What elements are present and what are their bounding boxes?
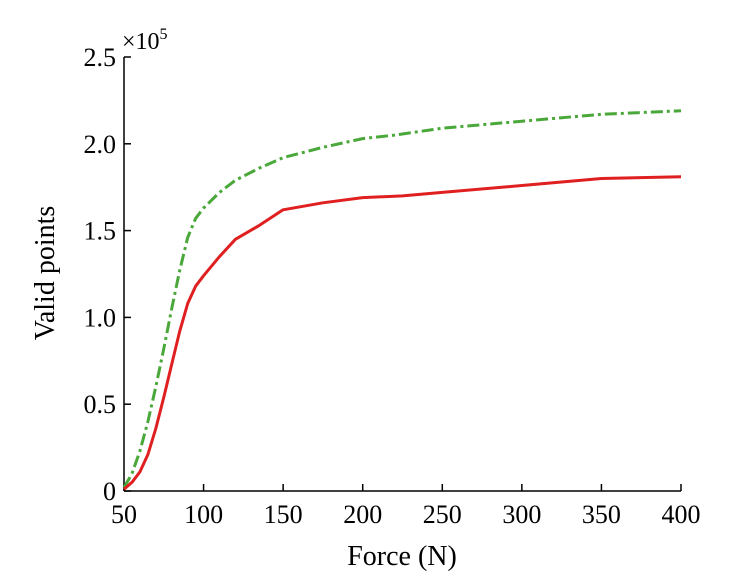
x-axis-label: Force (N) (347, 541, 457, 572)
x-tick-label: 400 (662, 500, 701, 529)
y-tick-label: 1.5 (84, 217, 117, 246)
x-tick-label: 50 (111, 500, 137, 529)
x-tick-label: 250 (423, 500, 462, 529)
series-line-2 (123, 175, 682, 491)
y-tick-label: 1.0 (84, 303, 117, 332)
series-line-1 (122, 109, 682, 489)
y-tick-label: 2.0 (84, 130, 117, 159)
x-tick-label: 150 (264, 500, 303, 529)
y-tick-label: 0.5 (84, 390, 117, 419)
x-tick-label: 300 (502, 500, 541, 529)
y-exponent-power: 5 (160, 26, 168, 43)
y-exponent-base: ×10 (122, 29, 160, 55)
x-tick-label: 200 (343, 500, 382, 529)
series-layer (122, 109, 682, 491)
y-tick-label: 0 (103, 477, 116, 506)
y-tick-label: 2.5 (84, 43, 117, 72)
y-axis-label: Valid points (30, 206, 61, 341)
y-exponent-label: ×105 (122, 26, 168, 55)
x-tick-label: 350 (582, 500, 621, 529)
x-tick-label: 100 (184, 500, 223, 529)
axes: 50 100 150 200 250 300 350 400 0 0.5 1.0 1.5 2.0 2.5 (84, 43, 701, 529)
